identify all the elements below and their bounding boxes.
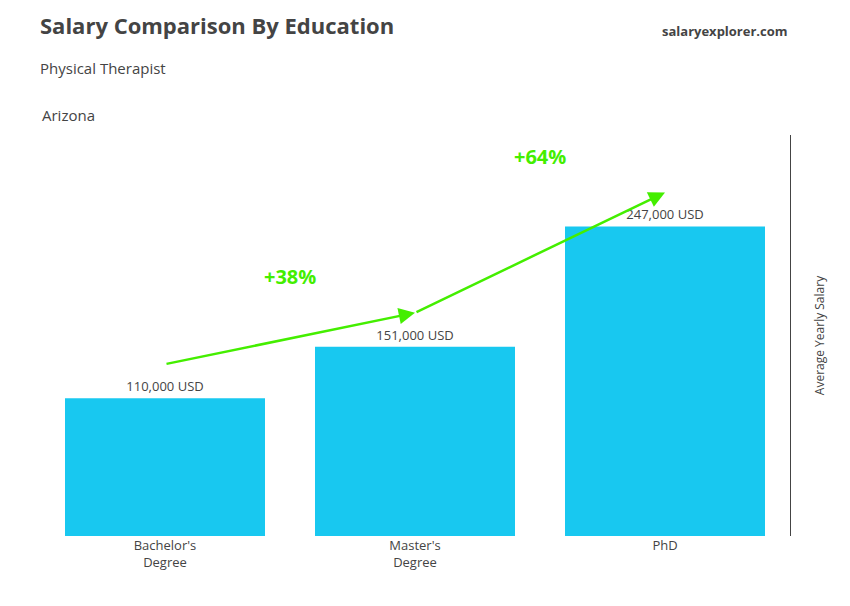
svg-text:Physical Therapist: Physical Therapist bbox=[40, 58, 166, 78]
svg-text:Bachelor'sDegree: Bachelor'sDegree bbox=[134, 536, 197, 571]
svg-text:PhD: PhD bbox=[652, 536, 677, 554]
svg-text:salaryexplorer.com: salaryexplorer.com bbox=[662, 22, 788, 40]
svg-text:+38%: +38% bbox=[264, 263, 316, 290]
svg-text:Master'sDegree: Master'sDegree bbox=[389, 536, 440, 571]
svg-text:Salary Comparison By Education: Salary Comparison By Education bbox=[40, 10, 394, 40]
svg-text:247,000 USD: 247,000 USD bbox=[626, 205, 703, 223]
svg-text:+64%: +64% bbox=[514, 143, 566, 170]
svg-text:110,000 USD: 110,000 USD bbox=[126, 377, 203, 395]
svg-text:151,000 USD: 151,000 USD bbox=[376, 326, 453, 344]
svg-text:Arizona: Arizona bbox=[42, 105, 95, 125]
svg-text:Average Yearly Salary: Average Yearly Salary bbox=[811, 275, 828, 395]
